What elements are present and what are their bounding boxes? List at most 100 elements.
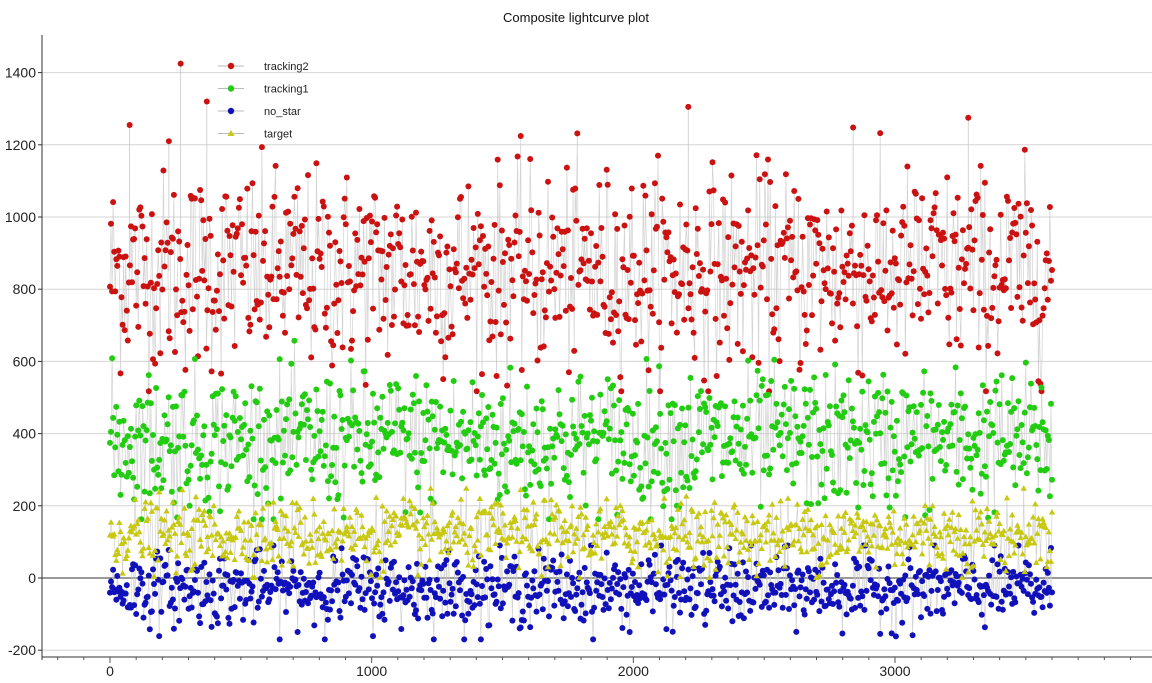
data-point <box>246 474 253 481</box>
data-point <box>364 336 371 343</box>
data-point <box>246 328 253 335</box>
data-point <box>731 398 738 405</box>
data-point <box>626 461 633 468</box>
data-point <box>688 316 695 323</box>
data-point <box>300 575 307 582</box>
data-point <box>259 505 267 511</box>
data-point <box>372 589 379 596</box>
data-point <box>175 513 183 520</box>
data-point <box>539 406 546 413</box>
data-point <box>920 389 927 396</box>
data-point <box>642 460 649 467</box>
data-point <box>849 527 857 533</box>
data-point <box>376 326 383 333</box>
data-point <box>486 509 493 516</box>
data-point <box>564 227 571 234</box>
data-point <box>523 278 529 285</box>
data-point <box>559 246 566 253</box>
data-point <box>308 354 315 361</box>
data-point <box>515 564 522 571</box>
data-point <box>830 529 838 536</box>
data-point <box>185 282 192 289</box>
data-point <box>475 261 482 268</box>
data-point <box>612 211 619 218</box>
data-point <box>1012 482 1019 489</box>
data-point <box>573 591 580 598</box>
data-point <box>893 341 900 348</box>
series-points <box>106 60 1056 643</box>
data-point <box>738 238 745 245</box>
data-point <box>377 414 384 421</box>
data-point <box>897 461 904 468</box>
data-point <box>238 436 244 443</box>
data-point <box>1012 599 1019 606</box>
data-point <box>229 222 236 229</box>
data-point <box>632 579 638 585</box>
data-point <box>214 390 221 397</box>
data-point <box>419 535 426 542</box>
data-point <box>471 265 478 272</box>
data-point <box>597 278 604 285</box>
data-point <box>797 360 804 366</box>
data-point <box>473 513 480 520</box>
data-point <box>407 510 414 517</box>
data-point <box>789 577 796 584</box>
data-point <box>568 451 574 458</box>
data-point <box>686 596 693 603</box>
data-point <box>424 512 431 518</box>
data-point <box>466 598 473 605</box>
data-point <box>379 610 386 617</box>
data-point <box>357 457 364 464</box>
data-point <box>511 239 518 246</box>
data-point <box>174 312 181 319</box>
data-point <box>423 594 430 601</box>
data-point <box>110 531 118 537</box>
data-point <box>317 250 324 257</box>
data-point <box>450 246 457 253</box>
data-point <box>712 566 719 572</box>
data-point <box>1013 432 1020 439</box>
data-point <box>333 543 340 550</box>
data-point <box>1033 559 1040 566</box>
data-point <box>283 540 291 546</box>
data-point <box>187 462 194 469</box>
data-point <box>1026 540 1034 546</box>
data-point <box>108 428 114 435</box>
data-point <box>136 528 143 535</box>
data-point <box>386 513 393 519</box>
data-point <box>832 361 839 368</box>
data-point <box>158 608 165 615</box>
data-point <box>764 296 770 303</box>
data-point <box>927 390 934 397</box>
data-point <box>169 498 177 505</box>
data-point <box>467 419 474 426</box>
data-point <box>660 546 667 553</box>
data-point <box>576 441 583 447</box>
data-point <box>113 403 120 410</box>
data-point <box>465 183 472 190</box>
data-point <box>208 532 215 538</box>
data-point <box>198 197 205 204</box>
data-point <box>162 247 169 254</box>
data-point <box>491 460 498 467</box>
data-point <box>790 274 797 281</box>
data-point <box>936 528 944 535</box>
data-point <box>484 446 491 453</box>
data-point <box>824 536 831 543</box>
data-point <box>337 258 344 265</box>
data-point <box>740 544 748 550</box>
data-point <box>837 487 844 494</box>
data-point <box>732 581 739 588</box>
data-point <box>930 210 937 217</box>
data-point <box>366 443 373 450</box>
data-point <box>514 525 521 531</box>
data-point <box>385 578 392 585</box>
data-point <box>348 357 354 364</box>
data-point <box>391 313 397 320</box>
data-point <box>954 402 961 409</box>
data-point <box>606 523 614 529</box>
data-point <box>121 538 128 545</box>
data-point <box>560 615 567 622</box>
data-point <box>572 608 579 614</box>
data-point <box>703 409 710 415</box>
